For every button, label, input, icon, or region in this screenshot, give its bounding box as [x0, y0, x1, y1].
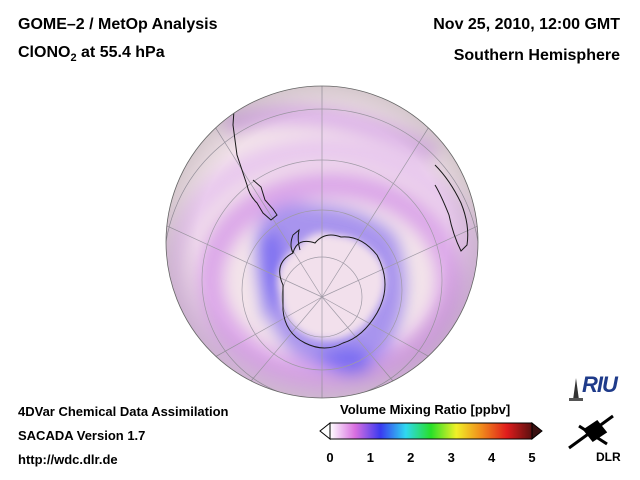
- colorbar-tick-label: 4: [487, 450, 496, 465]
- globe-outline: [165, 85, 479, 399]
- riu-logo-text: RIU: [582, 372, 618, 397]
- riu-logo-icon: [569, 378, 583, 401]
- colorbar-tick-label: 1: [366, 450, 375, 465]
- australia-edge: [224, 374, 248, 396]
- colorbar-tick-label: 5: [528, 450, 536, 465]
- footer-version: SACADA Version 1.7: [18, 428, 146, 443]
- species-label: ClONO2 at 55.4 hPa: [18, 44, 165, 64]
- footer-url-link[interactable]: http://wdc.dlr.de: [18, 452, 118, 467]
- map-title: GOME–2 / MetOp Analysis: [18, 16, 218, 33]
- species-prefix: ClONO: [18, 44, 71, 61]
- hemisphere-map: [165, 85, 479, 399]
- dlr-logo-text: DLR: [596, 450, 621, 464]
- colorbar-max-arrow: [531, 421, 543, 441]
- species-subscript: 2: [70, 52, 77, 65]
- colorbar-title: Volume Mixing Ratio [ppbv]: [340, 402, 511, 417]
- date-label: Nov 25, 2010, 12:00 GMT: [433, 16, 620, 33]
- dlr-logo-icon: [568, 414, 614, 450]
- colorbar: [319, 421, 543, 441]
- region-label: Southern Hemisphere: [453, 47, 620, 64]
- colorbar-min-arrow: [319, 421, 331, 441]
- colorbar-tick-label: 0: [326, 450, 334, 465]
- species-suffix: at 55.4 hPa: [76, 44, 165, 61]
- footer-method: 4DVar Chemical Data Assimilation: [18, 404, 229, 419]
- colorbar-gradient: [329, 422, 533, 440]
- colorbar-tick-label: 3: [447, 450, 455, 465]
- colorbar-tick-label: 2: [407, 450, 415, 465]
